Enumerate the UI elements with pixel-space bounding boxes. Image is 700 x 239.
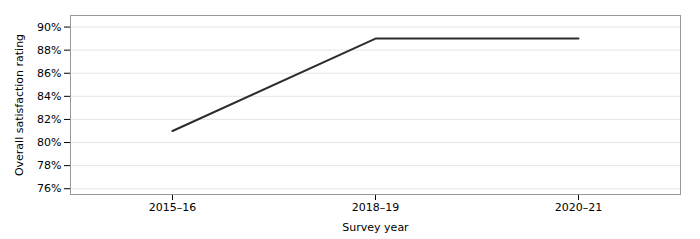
svg-text:78%: 78% [37,159,61,172]
svg-text:90%: 90% [37,21,61,34]
svg-text:2015–16: 2015–16 [149,201,197,214]
svg-text:76%: 76% [37,182,61,195]
svg-text:Overall satisfaction rating: Overall satisfaction rating [13,34,26,176]
svg-text:2018–19: 2018–19 [352,201,400,214]
svg-text:82%: 82% [37,113,61,126]
svg-text:80%: 80% [37,136,61,149]
svg-text:86%: 86% [37,67,61,80]
svg-text:2020–21: 2020–21 [555,201,603,214]
svg-text:Survey year: Survey year [342,221,409,234]
svg-text:88%: 88% [37,44,61,57]
svg-text:84%: 84% [37,90,61,103]
